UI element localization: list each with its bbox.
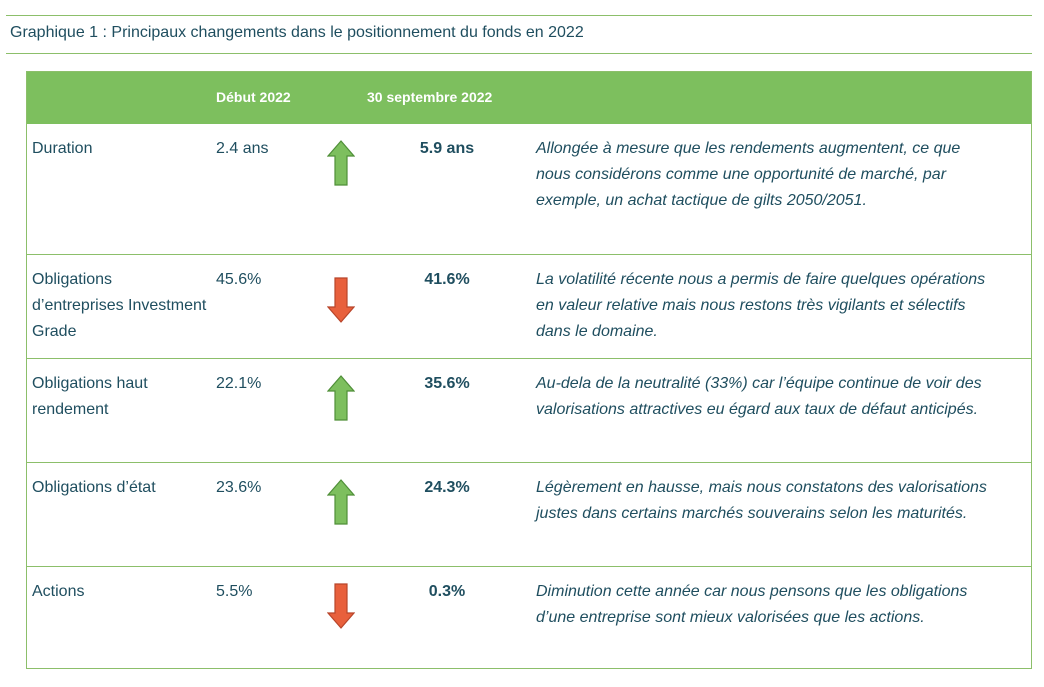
table-row: Duration 2.4 ans 5.9 ans Allongée à mesu… [27, 124, 1031, 254]
table-row: Obligations d’état 23.6% 24.3% Légèremen… [27, 462, 1031, 566]
row-label: Obligations d’entreprises Investment Gra… [32, 271, 207, 340]
positioning-table: Début 2022 30 septembre 2022 Duration 2.… [26, 71, 1032, 669]
arrow-up-icon [327, 479, 355, 525]
table-row: Actions 5.5% 0.3% Diminution cette année… [27, 566, 1031, 670]
row-end-value: 35.6% [424, 375, 470, 392]
table-row: Obligations d’entreprises Investment Gra… [27, 254, 1031, 358]
arrow-down-icon [327, 277, 355, 323]
arrow-up-icon [327, 375, 355, 421]
arrow-up-shape [327, 479, 355, 525]
table-row: Obligations haut rendement 22.1% 35.6% A… [27, 358, 1031, 462]
row-start-value: 2.4 ans [216, 140, 269, 157]
row-comment: Légèrement en hausse, mais nous constato… [536, 479, 987, 522]
arrow-down-shape [327, 277, 355, 323]
title-rule [6, 53, 1032, 54]
row-start-value: 45.6% [216, 271, 262, 288]
row-label: Obligations d’état [32, 479, 156, 496]
arrow-down-shape [327, 583, 355, 629]
row-end-value: 5.9 ans [419, 140, 475, 157]
top-rule [6, 15, 1032, 16]
arrow-down-icon [327, 583, 355, 629]
row-end-value: 41.6% [424, 271, 470, 288]
arrow-up-icon [327, 140, 355, 186]
header-start: Début 2022 [216, 89, 291, 105]
row-comment: Au-dela de la neutralité (33%) car l’équ… [536, 375, 982, 418]
table-header: Début 2022 30 septembre 2022 [27, 72, 1031, 124]
row-start-value: 23.6% [216, 479, 262, 496]
row-start-value: 22.1% [216, 375, 262, 392]
row-comment: Allongée à mesure que les rendements aug… [536, 140, 961, 209]
row-label: Actions [32, 583, 85, 600]
row-comment: La volatilité récente nous a permis de f… [536, 271, 986, 340]
row-comment: Diminution cette année car nous pensons … [536, 583, 968, 626]
row-label: Duration [32, 140, 93, 157]
row-end-value: 24.3% [424, 479, 470, 496]
row-start-value: 5.5% [216, 583, 253, 600]
header-end: 30 septembre 2022 [367, 89, 493, 105]
arrow-up-shape [327, 375, 355, 421]
figure-title: Graphique 1 : Principaux changements dan… [10, 24, 584, 41]
arrow-up-shape [327, 140, 355, 186]
row-label: Obligations haut rendement [32, 375, 148, 418]
row-end-value: 0.3% [428, 583, 466, 600]
